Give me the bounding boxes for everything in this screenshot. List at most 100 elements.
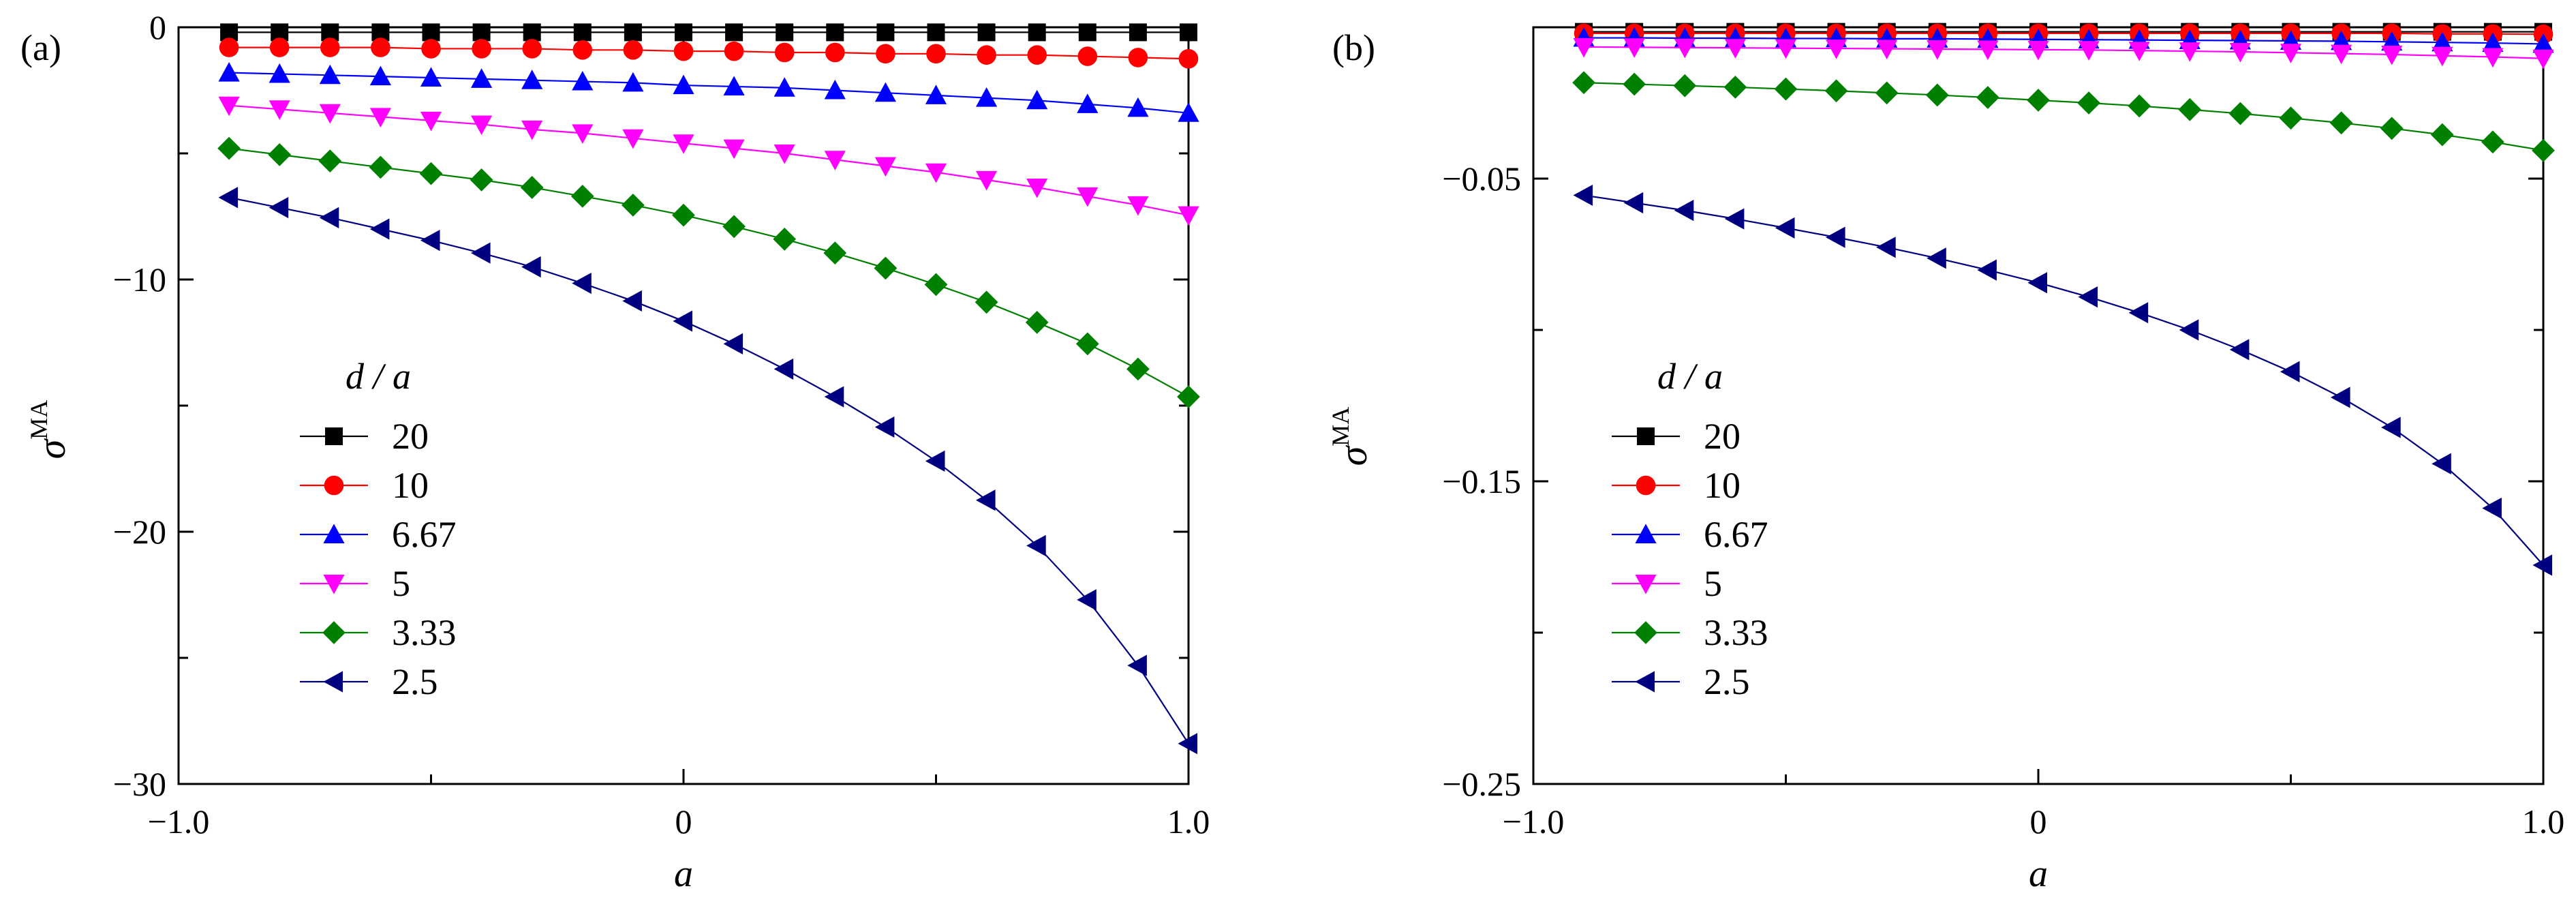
data-point bbox=[2027, 40, 2049, 61]
data-point bbox=[2532, 554, 2552, 576]
x-tick-label: −1.0 bbox=[1503, 802, 1565, 841]
data-point bbox=[723, 139, 745, 160]
legend-marker bbox=[322, 621, 346, 644]
series-line bbox=[229, 104, 1189, 216]
data-point bbox=[926, 44, 946, 64]
data-point bbox=[319, 207, 339, 228]
data-point bbox=[623, 40, 643, 60]
data-point bbox=[1077, 589, 1097, 611]
data-point bbox=[773, 77, 795, 97]
panel-label: (a) bbox=[20, 27, 61, 68]
x-tick-label: 0 bbox=[675, 802, 692, 841]
data-point bbox=[824, 151, 846, 170]
series-line bbox=[1584, 37, 2544, 45]
legend-title: d / a bbox=[346, 356, 411, 397]
data-point bbox=[876, 23, 895, 42]
data-point bbox=[774, 42, 795, 63]
data-point bbox=[976, 170, 998, 191]
legend-item-2.5: 2.5 bbox=[1612, 661, 1750, 702]
legend-label: 3.33 bbox=[392, 612, 457, 653]
data-point bbox=[371, 37, 390, 57]
data-point bbox=[2229, 339, 2250, 361]
series-10 bbox=[219, 37, 1199, 69]
data-point bbox=[1623, 192, 1644, 214]
data-point bbox=[1573, 37, 1595, 58]
series-6.67 bbox=[218, 62, 1199, 122]
x-tick-label: −1.0 bbox=[148, 802, 210, 841]
data-point bbox=[874, 416, 895, 438]
data-point bbox=[217, 136, 241, 160]
data-point bbox=[420, 111, 442, 132]
legend-marker bbox=[1636, 475, 1656, 496]
data-point bbox=[521, 120, 543, 140]
series-5 bbox=[218, 96, 1199, 226]
data-point bbox=[319, 64, 341, 85]
legend-marker bbox=[323, 524, 345, 543]
data-point bbox=[2329, 111, 2353, 135]
data-point bbox=[2077, 91, 2100, 115]
data-point bbox=[2128, 302, 2149, 324]
data-point bbox=[422, 23, 440, 42]
data-point bbox=[773, 227, 797, 251]
legend: d / a 20 10 6.67 5 3.33 2.5 bbox=[1612, 356, 1768, 702]
legend-item-6.67: 6.67 bbox=[300, 514, 457, 555]
data-point bbox=[1674, 38, 1696, 59]
series-20 bbox=[220, 23, 1197, 42]
series-2.5 bbox=[218, 187, 1197, 755]
legend-item-20: 20 bbox=[1612, 416, 1741, 457]
data-point bbox=[826, 23, 844, 42]
series-line bbox=[228, 196, 1189, 744]
chart-panel-a: −1.0 0 1.0 0 −10 −20 −30 (a) a σMA d / a 20 10 6.67 5 3… bbox=[20, 8, 1210, 895]
data-point bbox=[977, 45, 996, 65]
data-point bbox=[2430, 123, 2454, 147]
legend-marker bbox=[325, 427, 343, 445]
data-point bbox=[472, 23, 491, 42]
series-5 bbox=[1573, 37, 2554, 70]
data-point bbox=[1178, 48, 1199, 69]
data-point bbox=[521, 256, 541, 278]
legend-label: 6.67 bbox=[1704, 514, 1768, 555]
data-point bbox=[1826, 40, 1847, 59]
data-point bbox=[1977, 40, 1999, 61]
data-point bbox=[268, 142, 292, 166]
data-point bbox=[471, 115, 493, 136]
data-point bbox=[1180, 23, 1197, 42]
data-point bbox=[219, 37, 239, 57]
data-point bbox=[2532, 33, 2554, 53]
y-axis-title: σMA bbox=[1327, 407, 1375, 466]
data-point bbox=[2228, 102, 2252, 125]
legend-item-10: 10 bbox=[1612, 465, 1741, 506]
data-point bbox=[724, 41, 744, 61]
data-point bbox=[2482, 32, 2504, 52]
y-tick-label: −10 bbox=[113, 260, 166, 299]
legend-item-5: 5 bbox=[1612, 563, 1722, 604]
legend-label: 6.67 bbox=[392, 514, 457, 555]
data-point bbox=[925, 450, 945, 472]
data-point bbox=[2432, 31, 2453, 52]
data-point bbox=[1178, 102, 1199, 122]
data-point bbox=[1724, 39, 1746, 59]
y-axis-title-symbol: σ bbox=[1331, 444, 1375, 466]
data-point bbox=[2532, 49, 2554, 70]
y-tick-label: −0.15 bbox=[1442, 462, 1521, 500]
y-tick-label: −20 bbox=[113, 513, 166, 551]
data-point bbox=[874, 82, 896, 102]
data-point bbox=[572, 272, 592, 295]
legend-marker bbox=[1637, 427, 1655, 445]
series-2.5 bbox=[1573, 184, 2552, 576]
x-axis-title: a bbox=[2029, 853, 2048, 895]
data-point bbox=[369, 108, 391, 127]
data-point bbox=[773, 358, 794, 380]
data-point bbox=[1127, 654, 1147, 676]
data-point bbox=[218, 96, 240, 117]
data-point bbox=[419, 162, 443, 185]
data-point bbox=[673, 41, 694, 61]
data-point bbox=[622, 193, 645, 217]
data-point bbox=[1075, 332, 1099, 356]
data-point bbox=[2331, 44, 2352, 65]
data-point bbox=[2481, 130, 2504, 154]
data-point bbox=[723, 76, 745, 95]
data-point bbox=[570, 185, 594, 208]
legend-label: 2.5 bbox=[1704, 661, 1750, 702]
data-point bbox=[874, 157, 896, 177]
